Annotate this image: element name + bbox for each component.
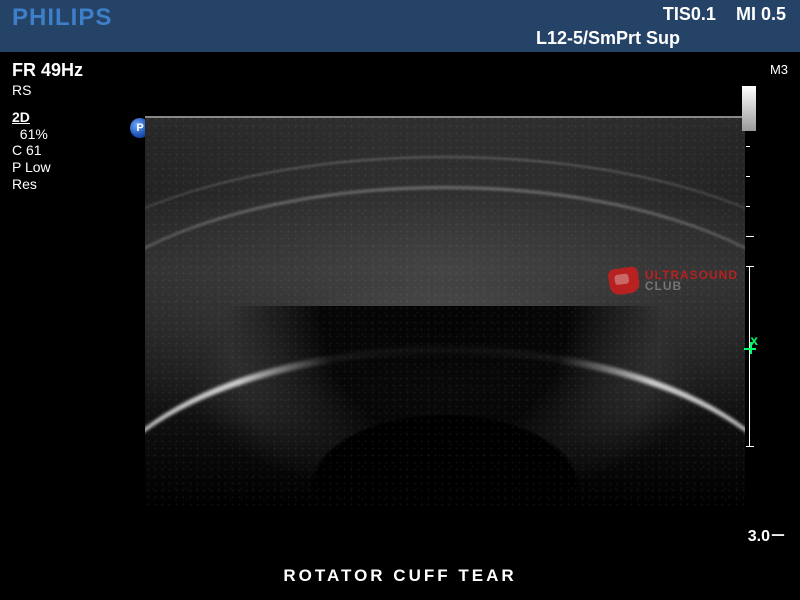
fr-value: 49Hz — [41, 60, 83, 80]
mode-label: 2D — [12, 109, 30, 126]
us-speckle — [145, 116, 745, 506]
depth-tick — [746, 206, 750, 207]
probe-preset: L12-5/SmPrt Sup — [536, 28, 680, 49]
depth-focus-line — [749, 266, 750, 446]
c-value: C 61 — [12, 142, 51, 159]
depth-tick — [746, 146, 750, 147]
depth-tick-major — [746, 236, 754, 237]
depth-scale — [748, 116, 762, 506]
m3-indicator: M3 — [770, 62, 788, 77]
watermark-line2: CLUB — [645, 281, 738, 292]
depth-dash: － — [770, 528, 786, 545]
depth-tick-major — [746, 266, 754, 267]
depth-tick — [746, 176, 750, 177]
tis-value: 0.1 — [691, 4, 716, 24]
mi-label: MI — [736, 4, 756, 24]
tis-label: TIS — [663, 4, 691, 24]
p-value: P Low — [12, 159, 51, 176]
mi-value: 0.5 — [761, 4, 786, 24]
res-label: Res — [12, 176, 51, 193]
grayscale-bar-icon — [742, 86, 756, 131]
gain-pct-val: 61% — [20, 126, 48, 142]
depth-number: 3.0 — [748, 528, 770, 545]
fr-label: FR — [12, 60, 36, 80]
depth-max-value: 3.0－ — [748, 522, 786, 546]
watermark-text: ULTRASOUND CLUB — [645, 270, 738, 292]
left-params-panel: RS 2D 61% C 61 P Low Res — [12, 82, 51, 193]
header-bar: PHILIPS TIS0.1 MI 0.5 L12-5/SmPrt Sup — [0, 0, 800, 52]
frame-rate: FR 49Hz — [12, 60, 83, 81]
transducer-line — [145, 116, 745, 118]
study-annotation: ROTATOR CUFF TEAR — [0, 566, 800, 586]
rs-label: RS — [12, 82, 51, 99]
depth-tick-major — [746, 446, 754, 447]
watermark: ULTRASOUND CLUB — [609, 268, 738, 294]
brand-logo: PHILIPS — [12, 4, 112, 32]
gain-pct: 61% — [12, 126, 51, 143]
ultrasound-image-area — [145, 116, 745, 506]
tis-mi-readout: TIS0.1 MI 0.5 — [663, 4, 786, 25]
watermark-icon — [607, 266, 640, 296]
